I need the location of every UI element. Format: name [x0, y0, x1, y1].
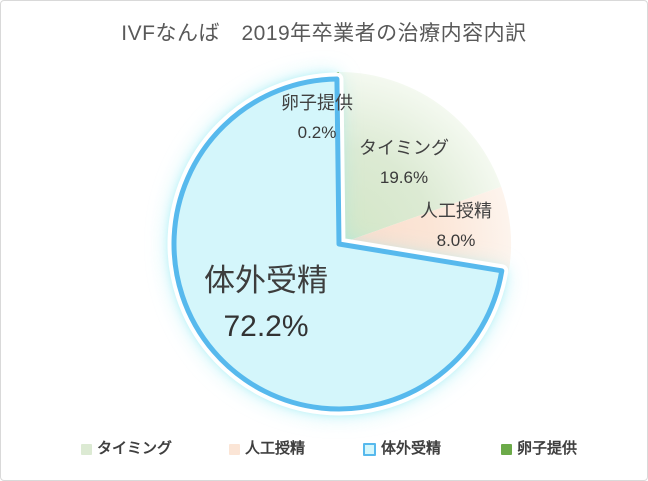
pie-slice-timing[interactable] [339, 72, 502, 244]
slice-label-timing: タイミング 19.6% [344, 134, 464, 192]
slice-label-ivf: 体外受精 72.2% [181, 257, 351, 350]
legend-item-ivf[interactable]: 体外受精 [363, 439, 441, 459]
legend-item-egg-donation[interactable]: 卵子提供 [501, 439, 577, 459]
slice-label-timing-name: タイミング [359, 138, 449, 158]
legend-marker-timing-icon [81, 443, 92, 455]
chart-title: IVFなんば 2019年卒業者の治療内容内訳 [121, 22, 527, 45]
slice-label-egg-donation-name: 卵子提供 [281, 93, 353, 113]
slice-label-artificial-insemination-name: 人工授精 [420, 201, 492, 221]
slice-label-ivf-name: 体外受精 [204, 263, 328, 298]
legend-marker-artificial-insemination-icon [229, 443, 240, 455]
pie-slice-ivf[interactable] [171, 76, 505, 412]
legend-label-ivf: 体外受精 [381, 440, 442, 457]
legend-item-timing[interactable]: タイミング [81, 439, 172, 459]
slice-label-artificial-insemination-value: 8.0% [436, 231, 476, 250]
slice-label-egg-donation: 卵子提供 0.2% [261, 89, 373, 147]
slice-label-egg-donation-value: 0.2% [297, 123, 337, 142]
slice-label-artificial-insemination: 人工授精 8.0% [396, 197, 516, 255]
slice-label-ivf-value: 72.2% [223, 310, 309, 343]
legend-item-artificial-insemination[interactable]: 人工授精 [229, 439, 305, 459]
legend: タイミング 人工授精 体外受精 卵子提供 [1, 439, 647, 463]
legend-marker-egg-donation-icon [501, 443, 512, 455]
legend-marker-ivf-icon [363, 442, 376, 456]
legend-label-egg-donation: 卵子提供 [517, 440, 578, 457]
legend-label-timing: タイミング [97, 440, 173, 457]
legend-label-artificial-insemination: 人工授精 [245, 440, 306, 457]
slice-label-timing-value: 19.6% [379, 168, 429, 187]
